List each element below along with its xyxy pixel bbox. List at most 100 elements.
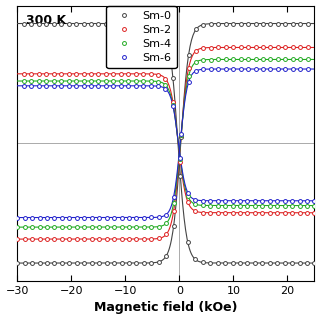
Sm-4 [111,79,115,83]
Sm-0 [290,261,294,265]
Sm-6 [216,199,220,203]
Sm-2 [104,72,108,76]
Sm-2 [275,211,279,215]
Sm-2 [22,72,26,76]
Sm-0 [104,22,108,26]
Sm-4 [59,79,63,83]
Sm-0 [275,261,279,265]
Sm-2 [268,211,272,215]
Sm-2 [208,211,212,215]
Sm-0 [268,261,272,265]
Sm-2 [119,72,123,76]
Sm-4 [37,79,41,83]
Text: 300 K: 300 K [26,14,66,27]
Sm-0 [97,22,100,26]
Sm-0 [74,22,78,26]
Sm-0 [52,22,56,26]
Sm-0 [186,241,190,244]
Sm-4 [193,202,197,206]
Sm-4 [298,204,301,207]
Sm-2 [260,211,264,215]
Sm-6 [29,84,33,88]
Sm-0 [156,24,160,28]
Sm-0 [305,261,309,265]
Sm-6 [82,84,85,88]
Sm-2 [305,211,309,215]
Sm-4 [313,204,316,207]
Sm-4 [141,79,145,83]
Sm-6 [89,84,93,88]
Sm-6 [67,84,70,88]
Sm-4 [156,80,160,84]
Sm-2 [283,211,287,215]
Sm-6 [52,84,56,88]
Sm-4 [216,204,220,207]
Sm-6 [22,84,26,88]
Sm-2 [238,211,242,215]
Sm-0 [164,33,167,37]
Sm-4 [164,83,167,87]
Legend: Sm-0, Sm-2, Sm-4, Sm-6: Sm-0, Sm-2, Sm-4, Sm-6 [107,5,177,68]
Sm-4 [171,103,175,107]
Sm-2 [231,211,235,215]
Sm-4 [201,204,204,207]
Sm-4 [283,204,287,207]
Sm-2 [37,72,41,76]
Sm-0 [245,261,249,265]
Sm-6 [260,199,264,203]
Sm-6 [186,191,190,195]
Sm-0 [283,261,287,265]
Sm-2 [290,211,294,215]
Sm-6 [193,198,197,202]
Sm-4 [208,204,212,207]
Sm-0 [193,257,197,261]
Sm-2 [89,72,93,76]
Sm-6 [74,84,78,88]
Sm-0 [82,22,85,26]
Sm-0 [223,261,227,265]
Sm-4 [52,79,56,83]
Sm-2 [201,211,204,214]
Sm-4 [231,204,235,207]
Sm-6 [37,84,41,88]
Sm-4 [104,79,108,83]
Sm-6 [59,84,63,88]
Sm-4 [305,204,309,207]
Sm-2 [59,72,63,76]
Sm-0 [22,22,26,26]
Sm-0 [149,22,153,26]
Sm-6 [44,84,48,88]
Sm-0 [231,261,235,265]
Sm-0 [119,22,123,26]
Line: Sm-6: Sm-6 [22,84,316,203]
Sm-0 [67,22,70,26]
Sm-4 [29,79,33,83]
Sm-6 [223,199,227,203]
Sm-2 [67,72,70,76]
Sm-2 [111,72,115,76]
Sm-2 [216,211,220,215]
Sm-2 [186,200,190,204]
Sm-0 [298,261,301,265]
Sm-2 [179,160,182,164]
Sm-0 [208,261,212,265]
Line: Sm-4: Sm-4 [22,79,316,207]
Sm-2 [156,73,160,76]
Sm-6 [119,84,123,88]
Sm-6 [208,199,212,203]
Sm-0 [313,261,316,265]
Sm-6 [156,84,160,88]
Sm-4 [22,79,26,83]
Sm-0 [179,175,182,179]
Sm-6 [201,199,204,203]
Sm-2 [74,72,78,76]
Sm-4 [186,194,190,198]
Sm-6 [111,84,115,88]
Sm-2 [29,72,33,76]
Sm-2 [82,72,85,76]
Sm-2 [193,209,197,213]
Sm-0 [201,260,204,264]
Sm-2 [245,211,249,215]
Sm-4 [238,204,242,207]
Sm-6 [290,199,294,203]
